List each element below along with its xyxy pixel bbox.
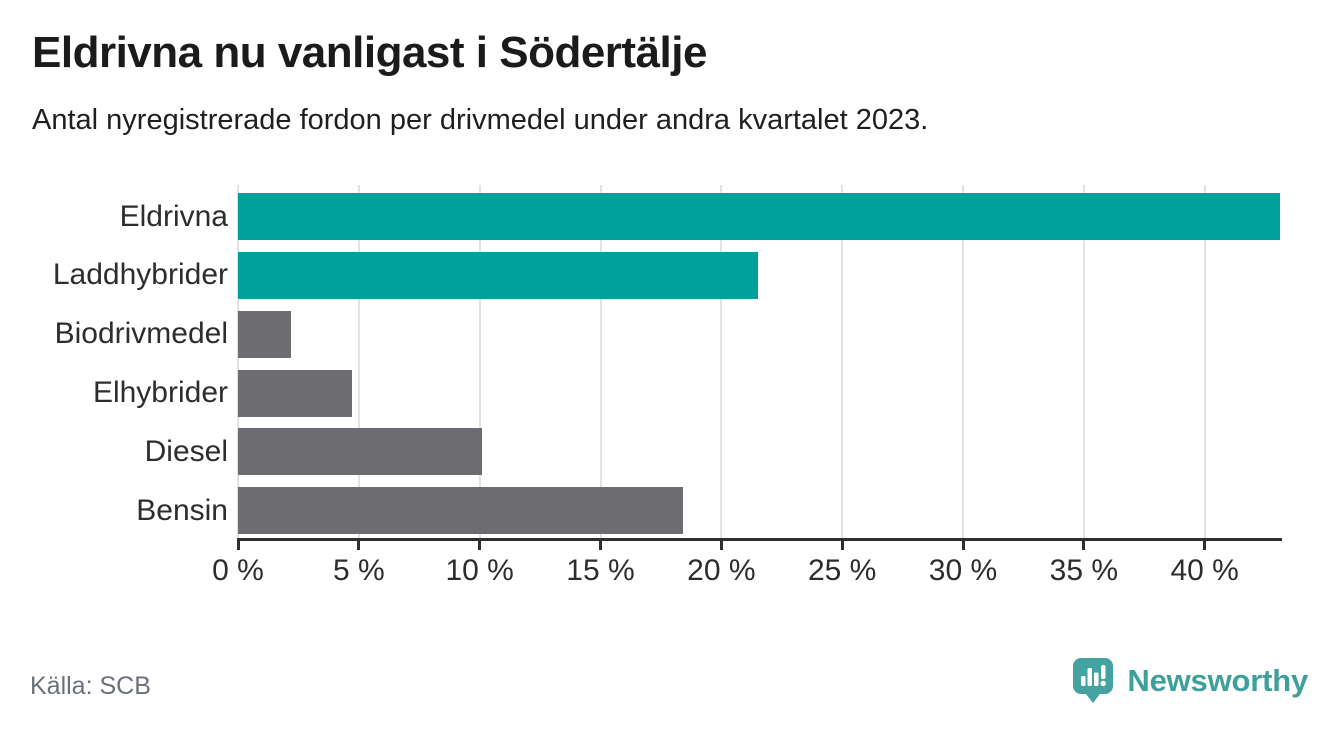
bar-laddhybrider (238, 251, 758, 299)
x-axis-tick-label: 0 % (212, 554, 264, 587)
category-label: Biodrivmedel (54, 317, 228, 351)
x-axis-tick (840, 538, 844, 550)
bar-biodrivmedel (238, 310, 292, 358)
x-axis-tick-label: 10 % (445, 554, 514, 587)
gridline (720, 185, 723, 538)
x-axis-tick-label: 40 % (1170, 554, 1239, 587)
x-axis-tick (1082, 538, 1086, 550)
newsworthy-wordmark: Newsworthy (1127, 662, 1308, 698)
category-label: Elhybrider (92, 376, 228, 409)
gridline (841, 185, 844, 538)
gridline (1203, 185, 1206, 538)
bar-eldrivna (238, 193, 1280, 240)
source-note: Källa: SCB (30, 672, 151, 700)
category-label: Bensin (136, 493, 228, 527)
chart-subtitle: Antal nyregistrerade fordon per drivmede… (32, 104, 929, 136)
x-axis-tick-label: 35 % (1049, 554, 1119, 587)
plot-area (237, 185, 1282, 538)
x-axis-tick (719, 538, 723, 550)
x-axis-tick (1203, 538, 1207, 550)
gridline (1082, 185, 1085, 538)
x-axis-tick-label: 15 % (566, 554, 635, 587)
chart-title: Eldrivna nu vanligast i Södertälje (32, 28, 707, 77)
x-axis-tick-label: 5 % (332, 554, 385, 587)
bar-diesel (238, 428, 483, 476)
x-axis-tick (961, 538, 965, 550)
x-axis-tick (478, 538, 482, 550)
x-axis-tick (236, 538, 240, 550)
gridline (357, 185, 360, 538)
bar-bensin (238, 487, 683, 535)
x-axis-tick-label: 20 % (687, 554, 756, 587)
category-label: Laddhybrider (52, 258, 228, 292)
x-axis-tick (357, 538, 361, 550)
gridline (962, 185, 964, 538)
category-label: Eldrivna (119, 199, 228, 233)
newsworthy-badge-icon (1073, 658, 1114, 703)
x-axis-tick-label: 25 % (807, 554, 877, 587)
x-axis-line (238, 538, 1282, 541)
gridline (237, 185, 239, 538)
x-axis-tick (599, 538, 602, 550)
bar-elhybrider (238, 369, 352, 417)
x-axis-tick-label: 30 % (928, 554, 998, 587)
newsworthy-logo: Newsworthy (1073, 658, 1308, 703)
gridline (599, 185, 602, 538)
category-label: Diesel (144, 434, 228, 468)
gridline (478, 185, 481, 538)
